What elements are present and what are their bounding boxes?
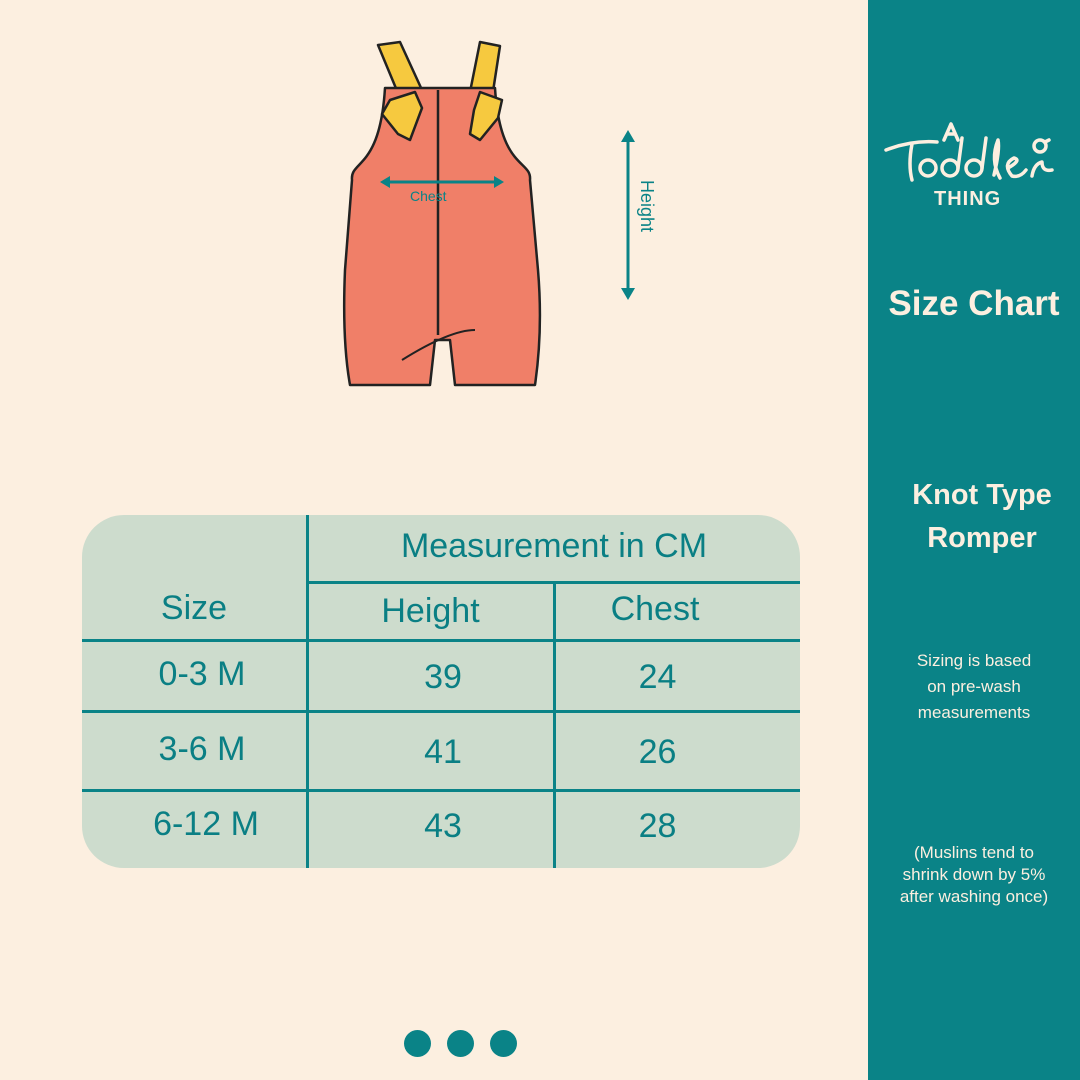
height-label: Height <box>637 180 657 232</box>
size-cell: 3-6 M <box>158 730 246 768</box>
chest-header: Chest <box>610 590 700 628</box>
chest-cell: 26 <box>638 733 677 771</box>
pagination-dots <box>404 1030 517 1057</box>
size-header: Size <box>160 589 228 627</box>
measurement-header: Measurement in CM <box>400 527 708 565</box>
note-line: on pre-wash <box>927 677 1021 696</box>
height-cell: 41 <box>424 733 462 771</box>
chest-cell: 28 <box>638 807 677 845</box>
product-name-line: Knot Type <box>912 479 1052 511</box>
chest-label: Chest <box>410 188 447 204</box>
product-name-line: Romper <box>927 522 1037 554</box>
note-line: (Muslins tend to <box>914 843 1034 862</box>
svg-text:THING: THING <box>934 188 1001 210</box>
note-line: measurements <box>917 703 1031 722</box>
product-name: Knot Type Romper <box>868 474 1080 560</box>
size-cell: 0-3 M <box>158 655 246 693</box>
sizing-note: Sizing is based on pre-wash measurements <box>868 648 1080 726</box>
size-cell: 6-12 M <box>153 805 259 843</box>
size-table: Size Measurement in CM Height Chest 0-3 … <box>82 515 800 868</box>
note-line: Sizing is based <box>916 651 1032 670</box>
brand-logo: THING <box>884 122 1054 210</box>
page-dot[interactable] <box>404 1030 431 1057</box>
note-line: shrink down by 5% <box>902 865 1046 884</box>
page-dot[interactable] <box>490 1030 517 1057</box>
page-dot[interactable] <box>447 1030 474 1057</box>
chest-cell: 24 <box>638 658 677 696</box>
note-line: after washing once) <box>899 887 1049 906</box>
sidebar: THING Size Chart Knot Type Romper Sizing… <box>868 0 1080 1080</box>
shrink-note: (Muslins tend to shrink down by 5% after… <box>868 842 1080 908</box>
height-header: Height <box>381 592 480 630</box>
romper-illustration: Chest Height <box>330 30 660 405</box>
height-cell: 39 <box>424 658 462 696</box>
height-cell: 43 <box>424 807 462 845</box>
page-title: Size Chart <box>888 284 1060 323</box>
